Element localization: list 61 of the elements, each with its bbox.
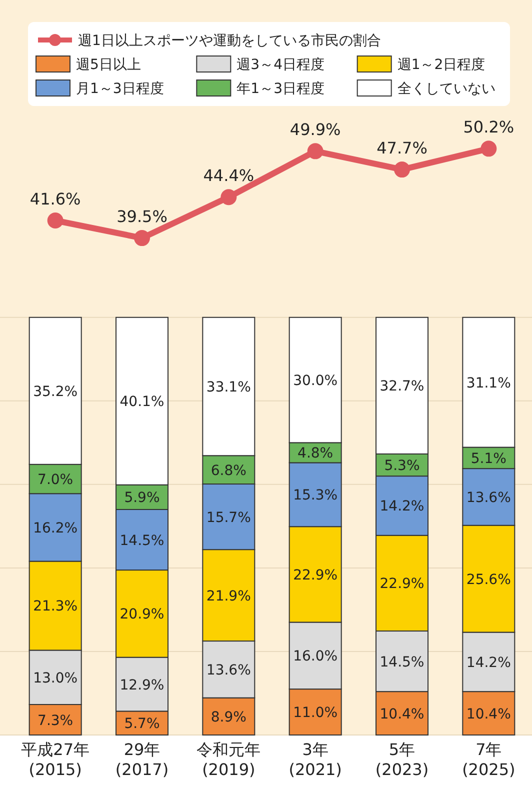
- data-label: 7.3%: [38, 712, 74, 729]
- data-label: 10.4%: [466, 706, 511, 722]
- data-label: 7.0%: [38, 472, 74, 488]
- data-label: 4.8%: [298, 446, 334, 462]
- data-label: 13.6%: [206, 662, 251, 678]
- data-label: 50.2%: [463, 118, 514, 137]
- data-label: 25.6%: [466, 572, 511, 588]
- data-label: 5.1%: [470, 450, 506, 467]
- data-label: 14.5%: [380, 654, 424, 670]
- data-label: 16.0%: [293, 648, 338, 665]
- data-label: 30.0%: [293, 373, 338, 390]
- x-tick-label: 平成27年 (2015): [21, 740, 90, 779]
- data-label: 13.0%: [33, 670, 78, 686]
- data-label: 40.1%: [120, 394, 164, 410]
- legend-label: 週1日以上スポーツや運動をしている市民の割合: [78, 33, 381, 49]
- data-label: 21.3%: [33, 598, 78, 615]
- data-label: 22.9%: [380, 576, 424, 592]
- data-label: 35.2%: [33, 384, 78, 400]
- data-label: 5.7%: [124, 716, 160, 732]
- data-label: 49.9%: [290, 120, 341, 140]
- data-label: 13.6%: [466, 490, 511, 506]
- legend-label: 週5日以上: [76, 57, 141, 73]
- point: [307, 143, 324, 160]
- data-label: 31.1%: [466, 375, 511, 392]
- data-label: 14.5%: [120, 532, 164, 549]
- data-label: 11.0%: [293, 705, 338, 722]
- data-label: 10.4%: [380, 706, 424, 722]
- x-tick-label: 3年 (2021): [288, 740, 342, 779]
- point: [134, 230, 150, 246]
- data-label: 12.9%: [120, 677, 164, 694]
- data-label: 32.7%: [380, 378, 424, 395]
- x-tick-label: 7年 (2025): [462, 740, 516, 779]
- data-label: 5.3%: [384, 458, 420, 474]
- data-label: 20.9%: [120, 606, 164, 623]
- data-label: 16.2%: [33, 520, 78, 536]
- legend-label: 月1～3日程度: [76, 81, 164, 97]
- legend-label: 年1～3日程度: [236, 81, 324, 97]
- data-label: 5.9%: [124, 490, 160, 506]
- point: [47, 212, 64, 228]
- data-label: 47.7%: [376, 138, 428, 158]
- data-label: 14.2%: [466, 654, 511, 671]
- data-label: 14.2%: [380, 498, 424, 515]
- point: [220, 189, 237, 206]
- x-tick-label: 5年 (2023): [375, 740, 429, 779]
- point: [394, 162, 410, 178]
- legend-label: 週3～4日程度: [236, 57, 324, 73]
- point: [480, 140, 497, 157]
- legend-label: 全くしていない: [397, 81, 496, 97]
- data-label: 8.9%: [210, 709, 246, 726]
- data-label: 15.7%: [206, 510, 251, 526]
- data-label: 39.5%: [116, 207, 168, 226]
- data-label: 22.9%: [293, 567, 338, 584]
- legend-label: 週1～2日程度: [397, 57, 486, 73]
- data-label: 6.8%: [210, 462, 246, 479]
- data-label: 15.3%: [293, 488, 338, 504]
- x-tick-label: 令和元年 (2019): [196, 740, 261, 779]
- x-tick-label: 29年 (2017): [115, 740, 169, 779]
- data-label: 44.4%: [203, 166, 254, 186]
- data-label: 33.1%: [206, 380, 251, 396]
- data-label: 21.9%: [206, 588, 251, 604]
- data-label: 41.6%: [30, 190, 81, 208]
